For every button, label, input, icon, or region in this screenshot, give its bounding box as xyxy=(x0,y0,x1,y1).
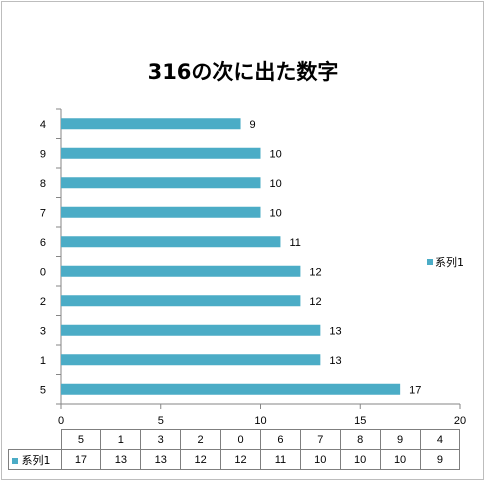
data-table-category-cell: 6 xyxy=(259,429,301,450)
category-label: 2 xyxy=(40,296,46,308)
legend-swatch xyxy=(427,259,433,265)
bar xyxy=(61,265,301,277)
data-table-category-cell: 8 xyxy=(339,429,381,450)
category-label: 5 xyxy=(40,384,46,396)
category-label: 3 xyxy=(40,325,46,337)
category-label: 9 xyxy=(40,148,46,160)
bar xyxy=(61,295,301,307)
value-axis-label: 10 xyxy=(254,415,266,427)
data-table-value-cell: 13 xyxy=(140,449,182,470)
bar-data-label: 12 xyxy=(309,266,321,278)
category-label: 1 xyxy=(40,355,46,367)
bar-data-label: 13 xyxy=(329,355,341,367)
data-table-category-cell: 3 xyxy=(140,429,182,450)
value-axis-label: 5 xyxy=(158,415,164,427)
legend-label: 系列1 xyxy=(435,256,464,269)
data-table-series-name: 系列1 xyxy=(21,453,51,467)
bar xyxy=(61,147,261,159)
data-table-value-cell: 12 xyxy=(220,449,261,470)
data-table-value-cell: 10 xyxy=(299,449,341,470)
data-table-category-cell: 2 xyxy=(180,429,222,450)
data-table-category-cell: 0 xyxy=(220,429,261,450)
data-table-swatch xyxy=(12,457,18,464)
category-label: 8 xyxy=(40,178,46,190)
bar-data-label: 10 xyxy=(270,178,282,190)
bar xyxy=(61,118,241,130)
data-table-value-cell: 10 xyxy=(339,449,381,470)
data-table-category-cell: 7 xyxy=(299,429,341,450)
data-table-value-cell: 9 xyxy=(419,449,461,470)
bar xyxy=(61,177,261,189)
data-table-value-cell: 10 xyxy=(379,449,421,470)
data-table-category-cell: 4 xyxy=(419,429,461,450)
category-label: 4 xyxy=(40,119,46,131)
bar xyxy=(61,236,281,248)
value-axis-label: 15 xyxy=(354,415,366,427)
bar-data-label: 10 xyxy=(270,148,282,160)
bar-data-label: 12 xyxy=(309,296,321,308)
bar xyxy=(61,383,401,395)
bar xyxy=(61,354,321,366)
data-table-category-cell: 5 xyxy=(60,429,102,450)
legend: 系列1 xyxy=(427,254,464,270)
data-table-series-label: 系列1 xyxy=(8,449,62,470)
data-table-corner xyxy=(8,429,62,450)
data-table-category-cell: 1 xyxy=(100,429,142,450)
data-table-value-cell: 12 xyxy=(180,449,222,470)
value-axis-label: 20 xyxy=(454,415,466,427)
data-table-series-row: 系列1 17 13 13 12 12 11 10 10 10 9 xyxy=(8,449,461,470)
bar-data-label: 11 xyxy=(289,237,300,249)
chart-title: 316の次に出た数字 xyxy=(147,60,339,84)
category-label: 6 xyxy=(40,237,46,249)
data-table-value-cell: 13 xyxy=(100,449,142,470)
bar-data-label: 9 xyxy=(250,119,256,131)
category-label: 7 xyxy=(40,207,46,219)
bar-data-label: 13 xyxy=(329,325,341,337)
data-table-category-cell: 9 xyxy=(379,429,421,450)
bar-data-label: 10 xyxy=(270,207,282,219)
value-axis-label: 0 xyxy=(58,415,64,427)
category-label: 0 xyxy=(40,266,46,278)
bar-data-label: 17 xyxy=(409,384,421,396)
data-table-value-cell: 17 xyxy=(60,449,102,470)
bar xyxy=(61,206,261,218)
data-table-value-cell: 11 xyxy=(259,449,301,470)
bar xyxy=(61,324,321,336)
